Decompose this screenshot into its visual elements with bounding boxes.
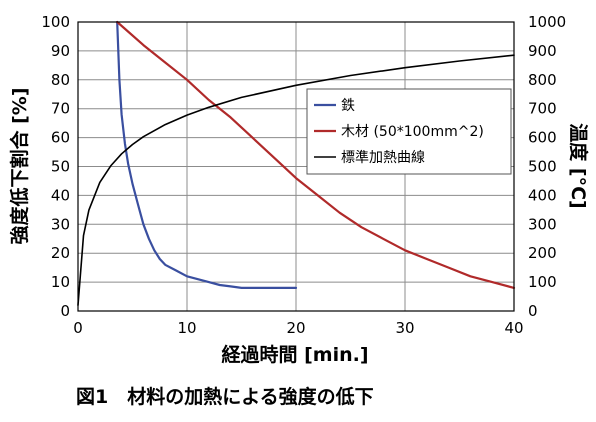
legend-label: 木材 (50*100mm^2) — [341, 124, 484, 140]
plot-frame — [77, 21, 515, 312]
series-line-2 — [116, 20, 516, 289]
y-right-tick-label: 1000 — [528, 13, 566, 31]
x-axis-label: 経過時間 [min.] — [221, 343, 368, 366]
series-layer — [77, 20, 516, 307]
y-right-tick-label: 800 — [528, 71, 557, 89]
y-left-tick-label: 100 — [41, 13, 70, 31]
y-right-tick-label: 900 — [528, 42, 557, 60]
y-right-axis-ticks: 0 100 200 300 400 500 600 700 800 900 1000 — [528, 13, 566, 320]
y-right-tick-label: 0 — [528, 302, 538, 320]
y-left-axis-label: 強度低下割合 [%] — [8, 87, 31, 244]
x-tick-label: 40 — [504, 319, 523, 337]
y-left-axis-ticks: 0 10 20 30 40 50 60 70 80 90 100 — [41, 13, 70, 320]
y-left-tick-label: 90 — [51, 42, 70, 60]
figure-caption: 図1 材料の加熱による強度の低下 — [76, 386, 374, 408]
x-tick-label: 10 — [177, 319, 196, 337]
y-left-tick-label: 0 — [60, 302, 70, 320]
y-left-tick-label: 60 — [51, 129, 70, 147]
x-tick-label: 20 — [286, 319, 305, 337]
series-line-3 — [77, 54, 515, 307]
legend-label: 鉄 — [341, 98, 355, 114]
y-left-tick-label: 30 — [51, 215, 70, 233]
y-right-tick-label: 700 — [528, 100, 557, 118]
y-right-tick-label: 300 — [528, 215, 557, 233]
y-left-tick-label: 80 — [51, 71, 70, 89]
y-right-tick-label: 400 — [528, 186, 557, 204]
y-right-tick-label: 200 — [528, 244, 557, 262]
y-right-axis-label: 温度 [°C] — [567, 123, 590, 208]
y-right-tick-label: 100 — [528, 273, 557, 291]
series-line-1 — [116, 20, 298, 289]
y-left-tick-label: 70 — [51, 100, 70, 118]
x-axis-ticks: 0 10 20 30 40 — [73, 319, 523, 337]
y-right-tick-label: 600 — [528, 129, 557, 147]
y-left-tick-label: 50 — [51, 158, 70, 176]
y-right-tick-label: 500 — [528, 158, 557, 176]
legend-box — [306, 88, 512, 175]
y-left-tick-label: 40 — [51, 186, 70, 204]
x-tick-label: 0 — [73, 319, 83, 337]
legend: 鉄木材 (50*100mm^2) 標準加熱曲線 — [306, 88, 512, 175]
x-tick-label: 30 — [395, 319, 414, 337]
legend-label: 標準加熱曲線 — [341, 150, 425, 166]
y-left-tick-label: 10 — [51, 273, 70, 291]
y-left-tick-label: 20 — [51, 244, 70, 262]
